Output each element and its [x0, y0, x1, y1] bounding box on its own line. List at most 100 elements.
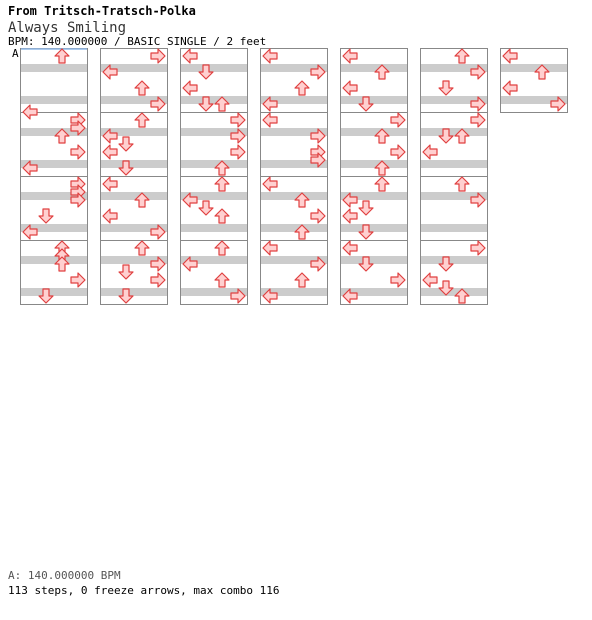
beat-stripe: [20, 96, 88, 104]
beat-stripe: [340, 256, 408, 264]
arrow-down-icon: [438, 80, 454, 96]
measure-border: [340, 240, 408, 305]
beat-stripe: [20, 288, 88, 296]
arrow-right-icon: [70, 144, 86, 160]
beat-stripe: [260, 96, 328, 104]
measure-border: [500, 48, 568, 113]
arrow-down-icon: [358, 200, 374, 216]
arrow-down-icon: [358, 96, 374, 112]
beat-stripe: [340, 64, 408, 72]
arrow-down-icon: [198, 96, 214, 112]
arrow-right-icon: [470, 64, 486, 80]
arrow-right-icon: [390, 144, 406, 160]
step-chart: [20, 48, 568, 305]
arrow-left-icon: [342, 240, 358, 256]
chart-column: [180, 48, 248, 305]
step-stats: 113 steps, 0 freeze arrows, max combo 11…: [8, 584, 280, 597]
arrow-right-icon: [470, 192, 486, 208]
beat-stripe: [340, 96, 408, 104]
arrow-left-icon: [102, 128, 118, 144]
arrow-right-icon: [390, 112, 406, 128]
arrow-right-icon: [470, 96, 486, 112]
arrow-right-icon: [310, 152, 326, 168]
beat-stripe: [100, 288, 168, 296]
arrow-right-icon: [470, 240, 486, 256]
beat-stripe: [420, 160, 488, 168]
arrow-up-icon: [214, 240, 230, 256]
bpm-footnote: A: 140.000000 BPM: [8, 569, 121, 582]
beat-stripe: [260, 224, 328, 232]
beat-stripe: [420, 224, 488, 232]
measure-23: [420, 240, 488, 305]
measure-border: [20, 240, 88, 305]
arrow-left-icon: [262, 112, 278, 128]
beat-stripe: [420, 64, 488, 72]
arrow-left-icon: [22, 160, 38, 176]
arrow-right-icon: [150, 48, 166, 64]
beat-stripe: [260, 256, 328, 264]
arrow-up-icon: [454, 48, 470, 64]
arrow-right-icon: [310, 208, 326, 224]
beat-stripe: [100, 256, 168, 264]
measure-0: [20, 48, 88, 113]
arrow-down-icon: [118, 160, 134, 176]
arrow-down-icon: [198, 200, 214, 216]
arrow-left-icon: [342, 288, 358, 304]
arrow-left-icon: [182, 80, 198, 96]
arrow-up-icon: [134, 112, 150, 128]
arrow-up-icon: [54, 128, 70, 144]
arrow-down-icon: [118, 264, 134, 280]
arrow-up-icon: [374, 128, 390, 144]
measure-10: [180, 176, 248, 241]
arrow-right-icon: [150, 256, 166, 272]
arrow-right-icon: [230, 144, 246, 160]
arrow-left-icon: [262, 240, 278, 256]
beat-stripe: [100, 64, 168, 72]
measure-14: [260, 176, 328, 241]
beat-stripe: [180, 192, 248, 200]
arrow-left-icon: [22, 104, 38, 120]
beat-stripe: [180, 128, 248, 136]
arrow-left-icon: [102, 144, 118, 160]
beat-stripe: [20, 192, 88, 200]
measure-21: [420, 112, 488, 177]
beat-stripe: [340, 128, 408, 136]
arrow-left-icon: [342, 48, 358, 64]
beat-stripe: [260, 288, 328, 296]
arrow-up-icon: [214, 272, 230, 288]
arrow-right-icon: [390, 272, 406, 288]
beat-stripe: [420, 128, 488, 136]
beat-stripe: [100, 192, 168, 200]
arrow-up-icon: [134, 192, 150, 208]
arrow-down-icon: [118, 136, 134, 152]
measure-border: [260, 240, 328, 305]
arrow-right-icon: [70, 272, 86, 288]
beat-stripe: [20, 64, 88, 72]
arrow-right-icon: [310, 256, 326, 272]
arrow-up-icon: [374, 176, 390, 192]
arrow-down-icon: [38, 288, 54, 304]
arrow-right-icon: [230, 128, 246, 144]
arrow-down-icon: [118, 288, 134, 304]
arrow-up-icon: [54, 256, 70, 272]
arrow-right-icon: [150, 96, 166, 112]
beat-stripe: [180, 96, 248, 104]
arrow-down-icon: [358, 256, 374, 272]
arrow-left-icon: [262, 48, 278, 64]
measure-7: [100, 240, 168, 305]
beat-stripe: [260, 128, 328, 136]
beat-stripe: [180, 256, 248, 264]
beat-stripe: [180, 288, 248, 296]
arrow-left-icon: [342, 208, 358, 224]
measure-5: [100, 112, 168, 177]
arrow-down-icon: [438, 128, 454, 144]
arrow-right-icon: [150, 224, 166, 240]
arrow-left-icon: [262, 288, 278, 304]
song-title: Always Smiling: [8, 20, 127, 36]
arrow-up-icon: [214, 208, 230, 224]
arrow-up-icon: [374, 160, 390, 176]
arrow-right-icon: [70, 192, 86, 208]
measure-border: [180, 240, 248, 305]
arrow-left-icon: [102, 64, 118, 80]
chart-info: BPM: 140.000000 / BASIC SINGLE / 2 feet: [8, 35, 267, 48]
